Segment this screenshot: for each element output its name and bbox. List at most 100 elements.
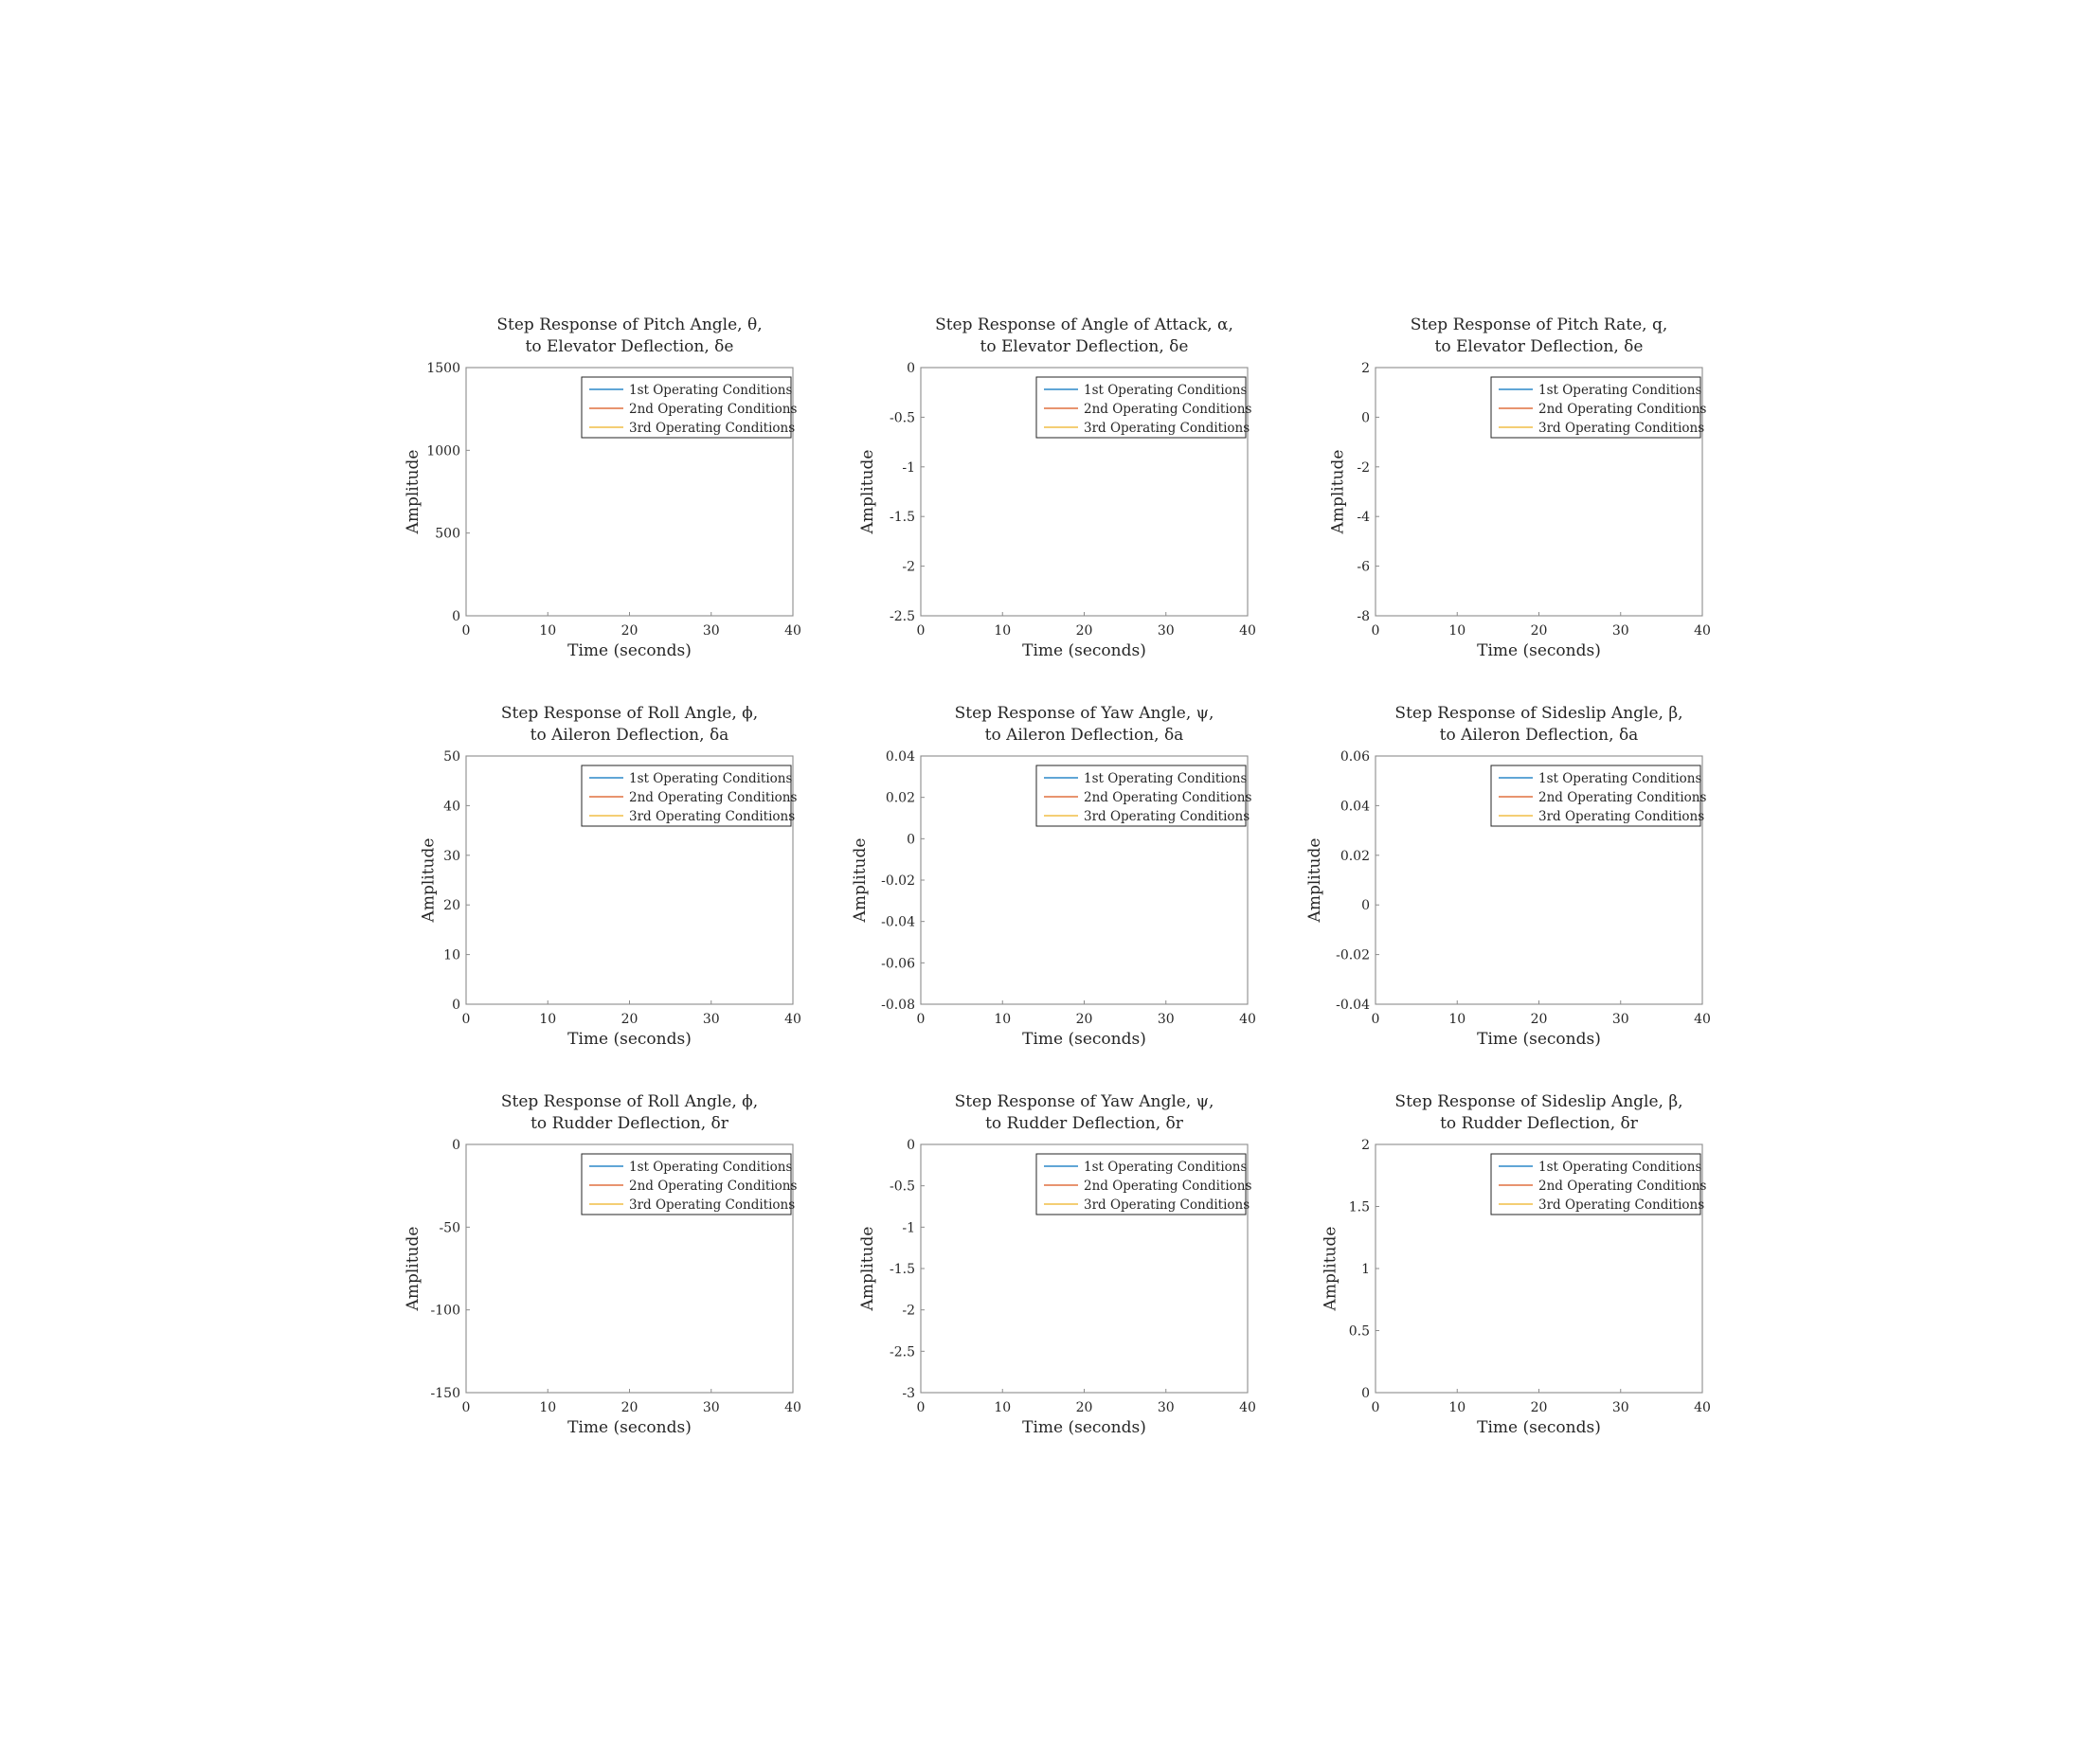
x-tick-label: 0: [462, 623, 471, 639]
x-tick-label: 30: [703, 1012, 720, 1027]
y-axis-label: Amplitude: [858, 450, 877, 535]
y-tick-label: 0: [907, 1138, 915, 1153]
x-tick-label: 0: [1372, 1012, 1380, 1027]
x-axis-label: Time (seconds): [567, 1030, 692, 1049]
legend: 1st Operating Conditions 2nd Operating Co…: [581, 1153, 797, 1215]
y-tick-label: -0.02: [881, 873, 915, 889]
chart-title-line-1: Step Response of Sideslip Angle, β,: [1394, 704, 1682, 723]
legend-label-3: 3rd Operating Conditions: [1084, 809, 1250, 824]
x-tick-label: 10: [1448, 1400, 1466, 1415]
y-tick-label: 1000: [426, 443, 460, 459]
chart-panel-6: Step Response of Sideslip Angle, β, to Ai…: [1305, 704, 1711, 1049]
y-tick-label: 0.02: [886, 791, 915, 806]
legend-label-2: 2nd Operating Conditions: [629, 1179, 797, 1194]
y-tick-label: 0: [452, 609, 460, 624]
x-tick-label: 0: [917, 1012, 926, 1027]
x-axis-label: Time (seconds): [1022, 641, 1146, 660]
y-tick-label: 40: [443, 799, 460, 814]
y-axis-label: Amplitude: [1305, 838, 1324, 924]
x-tick-label: 30: [1158, 623, 1175, 639]
y-tick-label: -3: [902, 1386, 915, 1401]
x-tick-label: 20: [1076, 1012, 1093, 1027]
x-tick-label: 0: [462, 1012, 471, 1027]
y-tick-label: -6: [1357, 560, 1370, 575]
x-tick-label: 30: [1158, 1012, 1175, 1027]
legend-label-1: 1st Operating Conditions: [629, 383, 792, 398]
legend-label-2: 2nd Operating Conditions: [1538, 402, 1706, 417]
y-tick-label: -1: [902, 1220, 915, 1235]
x-tick-label: 20: [621, 1400, 638, 1415]
legend-label-3: 3rd Operating Conditions: [1084, 1197, 1250, 1213]
y-axis-label: Amplitude: [404, 1227, 423, 1312]
y-tick-label: -1: [902, 460, 915, 476]
x-tick-label: 30: [1612, 623, 1629, 639]
chart-title-line-2: to Rudder Deflection, δr: [530, 1114, 729, 1133]
legend-label-1: 1st Operating Conditions: [1084, 771, 1247, 786]
chart-panel-2: Step Response of Angle of Attack, α, to E…: [858, 315, 1256, 660]
y-tick-label: 0.04: [886, 749, 915, 765]
chart-title-line-1: Step Response of Angle of Attack, α,: [935, 315, 1233, 334]
x-tick-label: 40: [1694, 1012, 1711, 1027]
chart-title-line-1: Step Response of Roll Angle, ϕ,: [501, 1092, 758, 1111]
x-axis-label: Time (seconds): [1477, 1030, 1601, 1049]
legend-label-3: 3rd Operating Conditions: [629, 421, 795, 436]
x-tick-label: 10: [539, 623, 556, 639]
legend: 1st Operating Conditions 2nd Operating Co…: [581, 376, 797, 439]
chart-title-line-2: to Elevator Deflection, δe: [526, 337, 734, 356]
y-tick-label: -50: [439, 1220, 460, 1235]
x-tick-label: 10: [994, 623, 1011, 639]
x-tick-label: 20: [621, 1012, 638, 1027]
legend-label-3: 3rd Operating Conditions: [629, 809, 795, 824]
y-axis-label: Amplitude: [420, 838, 439, 924]
chart-title-line-1: Step Response of Roll Angle, ϕ,: [501, 704, 758, 723]
x-axis-label: Time (seconds): [567, 641, 692, 660]
x-tick-label: 30: [703, 623, 720, 639]
y-tick-label: -0.06: [881, 956, 915, 971]
x-tick-label: 40: [784, 1400, 801, 1415]
chart-title-line-2: to Aileron Deflection, δa: [985, 726, 1184, 745]
chart-title-line-2: to Aileron Deflection, δa: [530, 726, 729, 745]
y-tick-label: -0.04: [881, 915, 915, 930]
x-tick-label: 30: [1612, 1012, 1629, 1027]
y-tick-label: -2: [902, 560, 915, 575]
y-tick-label: 0.06: [1340, 749, 1370, 765]
chart-panel-5: Step Response of Yaw Angle, ψ, to Aileron…: [851, 704, 1256, 1049]
legend-label-1: 1st Operating Conditions: [1084, 1160, 1247, 1175]
y-tick-label: -0.5: [890, 410, 915, 425]
y-axis-label: Amplitude: [1321, 1227, 1340, 1312]
y-tick-label: -0.04: [1336, 998, 1370, 1013]
x-tick-label: 40: [1694, 623, 1711, 639]
x-tick-label: 30: [1612, 1400, 1629, 1415]
x-tick-label: 40: [1694, 1400, 1711, 1415]
y-tick-label: 1: [1361, 1262, 1370, 1277]
y-tick-label: -2: [1357, 460, 1370, 476]
x-tick-label: 10: [994, 1012, 1011, 1027]
y-tick-label: 0: [452, 998, 460, 1013]
legend-label-2: 2nd Operating Conditions: [1538, 790, 1706, 805]
y-tick-label: -0.08: [881, 998, 915, 1013]
y-tick-label: -8: [1357, 609, 1370, 624]
chart-title-line-1: Step Response of Pitch Angle, θ,: [496, 315, 762, 334]
chart-panel-3: Step Response of Pitch Rate, q, to Elevat…: [1329, 315, 1711, 660]
x-axis-label: Time (seconds): [1022, 1418, 1146, 1437]
y-tick-label: -1.5: [890, 1262, 915, 1277]
y-tick-label: -4: [1357, 510, 1370, 525]
y-tick-label: 2: [1361, 1138, 1370, 1153]
legend-label-1: 1st Operating Conditions: [1538, 383, 1701, 398]
chart-title-line-1: Step Response of Yaw Angle, ψ,: [955, 1092, 1214, 1111]
y-axis-label: Amplitude: [851, 838, 870, 924]
legend: 1st Operating Conditions 2nd Operating Co…: [1490, 376, 1706, 439]
chart-panel-7: Step Response of Roll Angle, ϕ, to Rudder…: [404, 1092, 801, 1437]
chart-title-line-1: Step Response of Yaw Angle, ψ,: [955, 704, 1214, 723]
x-tick-label: 10: [1448, 623, 1466, 639]
legend-label-3: 3rd Operating Conditions: [629, 1197, 795, 1213]
legend-label-1: 1st Operating Conditions: [1538, 1160, 1701, 1175]
legend-label-1: 1st Operating Conditions: [629, 771, 792, 786]
chart-title-line-1: Step Response of Pitch Rate, q,: [1411, 315, 1668, 334]
legend-label-1: 1st Operating Conditions: [629, 1160, 792, 1175]
y-tick-label: -2.5: [890, 609, 915, 624]
x-tick-label: 0: [1372, 623, 1380, 639]
chart-panel-9: Step Response of Sideslip Angle, β, to Ru…: [1321, 1092, 1711, 1437]
legend-label-2: 2nd Operating Conditions: [629, 402, 797, 417]
